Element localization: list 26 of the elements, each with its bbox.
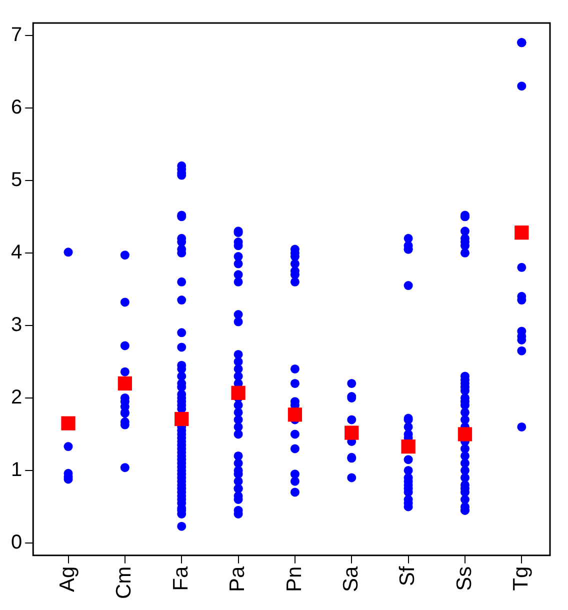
x-tick-label: Pn — [282, 566, 306, 592]
y-tick-label: 3 — [11, 314, 22, 336]
y-tick-label: 7 — [11, 24, 22, 46]
y-tick-label: 1 — [11, 459, 22, 481]
x-tick-label: Sa — [339, 566, 362, 592]
point — [174, 412, 189, 426]
point — [118, 376, 132, 391]
point — [61, 416, 76, 430]
y-tick-label: 5 — [11, 168, 22, 191]
y-tick-label: 6 — [11, 96, 22, 118]
x-tick-label: Sf — [396, 566, 420, 586]
x-tick-label: Ag — [56, 566, 80, 592]
point — [514, 226, 529, 240]
point — [344, 426, 359, 440]
y-tick-label: 4 — [11, 241, 22, 264]
x-tick-label: Cm — [112, 566, 136, 600]
y-tick-label: 2 — [11, 386, 22, 408]
x-tick-label: Tg — [509, 566, 532, 591]
point — [231, 386, 246, 400]
point — [288, 408, 302, 422]
y-tick-label: 0 — [11, 532, 22, 554]
x-tick-label: Ss — [452, 566, 476, 591]
x-tick-label: Fa — [169, 566, 192, 591]
point — [401, 439, 416, 454]
point — [458, 427, 472, 442]
x-tick-label: Pa — [226, 566, 250, 592]
